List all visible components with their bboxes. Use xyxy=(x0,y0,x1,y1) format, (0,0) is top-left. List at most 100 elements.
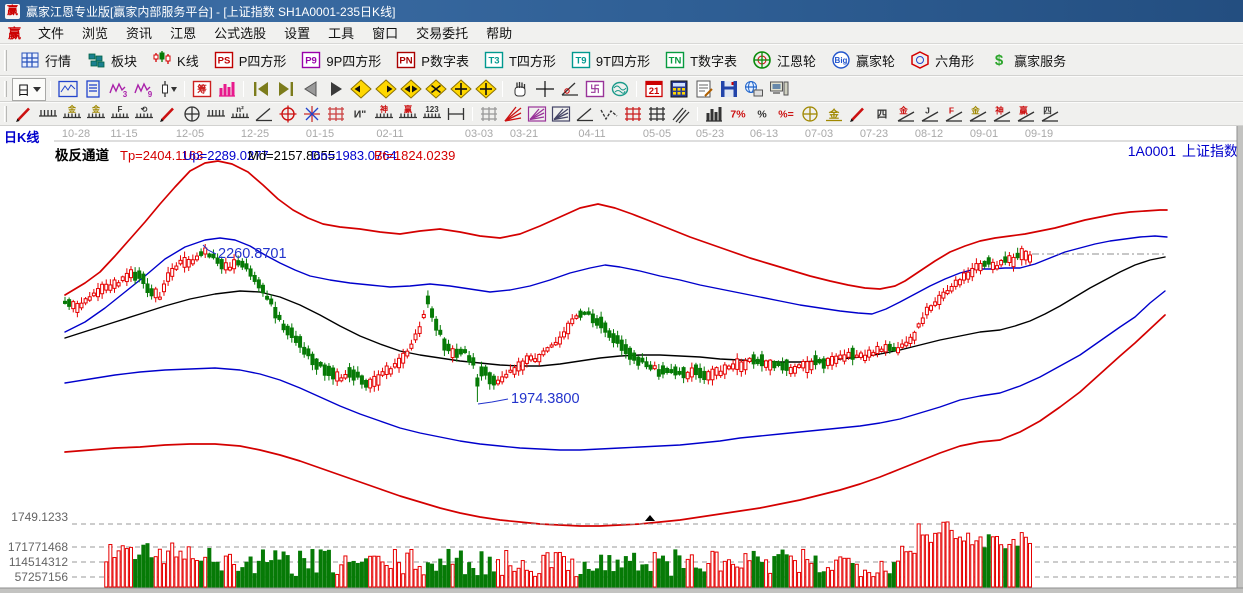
win-line-button[interactable]: 赢 xyxy=(1014,104,1038,124)
square-n2-button[interactable]: n² xyxy=(228,104,252,124)
calculator-button[interactable] xyxy=(666,78,691,100)
candle-period-dropdown-button[interactable] xyxy=(155,78,180,100)
grid-net-button[interactable] xyxy=(324,104,348,124)
winner-wheel-button[interactable]: Big 赢家轮 xyxy=(823,47,902,73)
zigzag-v-button[interactable] xyxy=(597,104,621,124)
width-measure-icon xyxy=(447,108,465,120)
gold-line-button[interactable]: 金 xyxy=(966,104,990,124)
kline-chart[interactable]: 10-28 11-15 12-05 12-25 01-15 02-11 03-03 03-21… xyxy=(0,126,1243,593)
wave-9-button[interactable]: 9 xyxy=(130,78,155,100)
gold-box-line-button[interactable]: 金 xyxy=(894,104,918,124)
nav-next-button[interactable] xyxy=(323,78,348,100)
menu-item-8[interactable]: 窗口 xyxy=(372,26,399,41)
zoom-left-button[interactable] xyxy=(348,78,373,100)
speed-line-button[interactable] xyxy=(573,104,597,124)
p-number-table-button[interactable]: PN P数字表 xyxy=(388,47,476,73)
fan-square-dark-button[interactable] xyxy=(549,104,573,124)
prism-cup-button[interactable]: 四 xyxy=(870,104,894,124)
period-day-dropdown-button[interactable]: 日 xyxy=(12,77,47,101)
gann-wheel-button[interactable]: 江恩轮 xyxy=(744,47,823,73)
gann-circle-button[interactable] xyxy=(180,104,204,124)
nav-last-button[interactable] xyxy=(273,78,298,100)
volume-profile-button[interactable] xyxy=(214,78,239,100)
menu-item-5[interactable]: 公式选股 xyxy=(214,26,267,41)
shen-ruler-button[interactable]: 神 xyxy=(372,104,396,124)
box-frame-button[interactable] xyxy=(477,104,501,124)
chip-distribution-button[interactable]: 筹 xyxy=(189,78,214,100)
j-line-button[interactable]: J xyxy=(918,104,942,124)
star-rays-button[interactable] xyxy=(300,104,324,124)
width-measure-button[interactable] xyxy=(444,104,468,124)
market-quotes-button[interactable]: 行情 xyxy=(12,47,78,73)
gann-ruler-button[interactable] xyxy=(36,104,60,124)
gold-price-button[interactable]: 金 xyxy=(822,104,846,124)
si-line-button[interactable]: 四 xyxy=(1038,104,1062,124)
percent-line-button[interactable]: %= xyxy=(774,104,798,124)
win-ruler-button[interactable]: 赢 xyxy=(396,104,420,124)
save-button[interactable] xyxy=(716,78,741,100)
angle-measure-button[interactable] xyxy=(557,78,582,100)
time-grid-button[interactable] xyxy=(645,104,669,124)
crosshair-button[interactable] xyxy=(532,78,557,100)
price-grid-button[interactable] xyxy=(621,104,645,124)
zoom-right-button[interactable] xyxy=(373,78,398,100)
cycle-ruler-button[interactable]: ⟲ xyxy=(132,104,156,124)
angle-tool-button[interactable] xyxy=(252,104,276,124)
t-square-button[interactable]: T3 T四方形 xyxy=(476,47,563,73)
fib-ruler-button[interactable]: F xyxy=(108,104,132,124)
gann-fan-button[interactable] xyxy=(501,104,525,124)
menu-item-9[interactable]: 交易委托 xyxy=(416,26,469,41)
p-square-button[interactable]: PS P四方形 xyxy=(206,47,294,73)
percent-retrace-button[interactable]: 7% xyxy=(726,104,750,124)
wave-3-button[interactable]: 3 xyxy=(105,78,130,100)
zoom-all-button[interactable] xyxy=(448,78,473,100)
nav-first-button[interactable] xyxy=(248,78,273,100)
calendar-button[interactable]: 21 xyxy=(641,78,666,100)
plain-ruler-button[interactable] xyxy=(204,104,228,124)
sectors-button[interactable]: 板块 xyxy=(78,47,144,73)
menu-item-3[interactable]: 资讯 xyxy=(126,26,153,41)
menu-item-1[interactable]: 文件 xyxy=(38,26,65,41)
parallel-channel-button[interactable] xyxy=(669,104,693,124)
menu-item-4[interactable]: 江恩 xyxy=(170,26,197,41)
gold-extension-button[interactable]: 金 xyxy=(84,104,108,124)
nav-prev-button[interactable] xyxy=(298,78,323,100)
winner-service-button[interactable]: $ 赢家服务 xyxy=(981,47,1073,73)
zoom-diagonal-button[interactable] xyxy=(423,78,448,100)
number-ruler-button[interactable]: 123 xyxy=(420,104,444,124)
title-bar[interactable]: 赢 赢家江恩专业版[赢家内部服务平台] - [上证指数 SH1A0001-235… xyxy=(0,0,1243,22)
scale-bars-icon xyxy=(706,107,722,122)
scale-bars-button[interactable] xyxy=(702,104,726,124)
chart-area[interactable]: 10-28 11-15 12-05 12-25 01-15 02-11 03-03 03-21… xyxy=(0,126,1243,593)
trend-line-chart-button[interactable] xyxy=(55,78,80,100)
remote-pc-button[interactable] xyxy=(766,78,791,100)
shen-line-button[interactable]: 神 xyxy=(990,104,1014,124)
gold-segment-button[interactable]: 金 xyxy=(60,104,84,124)
hand-drag-button[interactable] xyxy=(507,78,532,100)
percent-button[interactable]: % xyxy=(750,104,774,124)
9p-square-button[interactable]: P9 9P四方形 xyxy=(293,47,388,73)
menu-item-6[interactable]: 设置 xyxy=(284,26,311,41)
brush-pen-button[interactable] xyxy=(12,104,36,124)
web-update-button[interactable] xyxy=(741,78,766,100)
f-line-button[interactable]: F xyxy=(942,104,966,124)
menu-item-2[interactable]: 浏览 xyxy=(82,26,109,41)
gold-circle-button[interactable] xyxy=(798,104,822,124)
kline-button[interactable]: K线 xyxy=(144,47,206,73)
wave-count-button[interactable]: И" xyxy=(348,104,372,124)
gann-mark-button[interactable]: 卐 xyxy=(582,78,607,100)
zoom-extent-button[interactable] xyxy=(473,78,498,100)
menu-item-10[interactable]: 帮助 xyxy=(486,26,513,41)
mark-pen-button[interactable] xyxy=(846,104,870,124)
smart-brain-button[interactable] xyxy=(607,78,632,100)
notes-button[interactable] xyxy=(691,78,716,100)
t-number-table-button[interactable]: TN T数字表 xyxy=(657,47,744,73)
9t-square-button[interactable]: T9 9T四方形 xyxy=(563,47,657,73)
menu-item-7[interactable]: 工具 xyxy=(328,26,355,41)
measure-pen-button[interactable] xyxy=(156,104,180,124)
hexagon-button[interactable]: 六角形 xyxy=(902,47,981,73)
info-doc-button[interactable] xyxy=(80,78,105,100)
fan-square-purple-button[interactable] xyxy=(525,104,549,124)
zoom-horizontal-button[interactable] xyxy=(398,78,423,100)
gann-target-button[interactable] xyxy=(276,104,300,124)
